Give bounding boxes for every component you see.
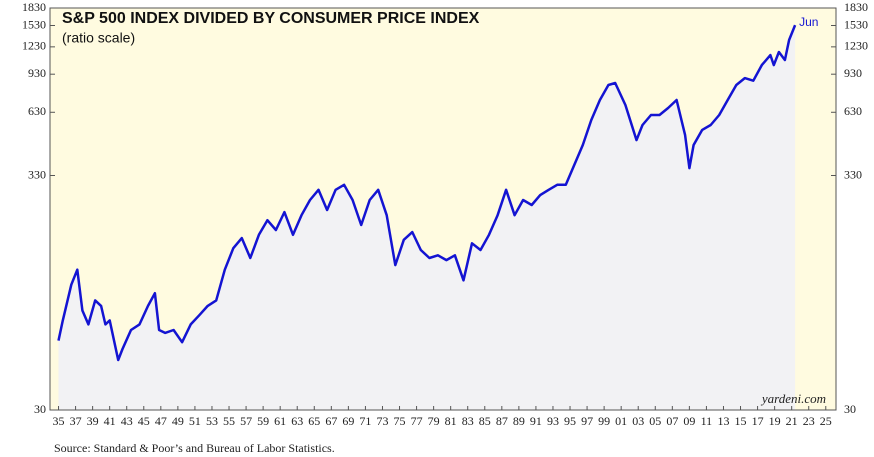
x-tick-label: 71 — [359, 414, 371, 428]
x-tick-label: 65 — [308, 414, 320, 428]
x-tick-label: 97 — [581, 414, 593, 428]
x-tick-label: 45 — [138, 414, 150, 428]
x-tick-label: 35 — [53, 414, 65, 428]
x-tick-label: 17 — [752, 414, 764, 428]
x-tick-label: 49 — [172, 414, 184, 428]
x-tick-label: 63 — [291, 414, 303, 428]
chart-subtitle: (ratio scale) — [62, 30, 135, 46]
y2-tick-label: 1230 — [844, 39, 868, 53]
x-tick-label: 55 — [223, 414, 235, 428]
watermark: yardeni.com — [760, 391, 826, 406]
x-tick-label: 23 — [803, 414, 815, 428]
x-tick-label: 83 — [462, 414, 474, 428]
y-tick-label: 1830 — [22, 0, 46, 14]
y-tick-label: 930 — [28, 66, 46, 80]
x-tick-label: 19 — [769, 414, 781, 428]
y-tick-label: 330 — [28, 167, 46, 181]
x-tick-label: 61 — [274, 414, 286, 428]
x-tick-label: 11 — [701, 414, 713, 428]
x-tick-label: 79 — [428, 414, 440, 428]
y-tick-label: 1230 — [22, 39, 46, 53]
y-tick-label: 630 — [28, 104, 46, 118]
line — [57, 24, 797, 362]
x-tick-label: 57 — [240, 414, 252, 428]
x-tick-label: 67 — [325, 414, 337, 428]
x-tick-label: 25 — [820, 414, 832, 428]
x-tick-label: 37 — [70, 414, 82, 428]
y2-tick-label: 630 — [844, 104, 862, 118]
marks — [57, 24, 797, 410]
x-tick-label: 77 — [411, 414, 423, 428]
x-tick-label: 15 — [735, 414, 747, 428]
x-tick-label: 87 — [496, 414, 508, 428]
area — [58, 25, 796, 410]
x-tick-label: 99 — [598, 414, 610, 428]
x-tick-label: 53 — [206, 414, 218, 428]
y-tick-label: 30 — [34, 402, 46, 416]
end-label: Jun — [799, 15, 818, 29]
x-tick-label: 89 — [513, 414, 525, 428]
x-tick-label: 09 — [683, 414, 695, 428]
y2-tick-label: 1530 — [844, 17, 868, 31]
x-tick-label: 13 — [717, 414, 729, 428]
x-tick-label: 39 — [87, 414, 99, 428]
x-tick-label: 95 — [564, 414, 576, 428]
x-tick-label: 81 — [445, 414, 457, 428]
x-tick-label: 51 — [189, 414, 201, 428]
x-tick-label: 93 — [547, 414, 559, 428]
x-tick-label: 69 — [342, 414, 354, 428]
x-tick-label: 41 — [104, 414, 116, 428]
x-tick-label: 01 — [615, 414, 627, 428]
y2-tick-label: 1830 — [844, 0, 868, 14]
x-tick-label: 03 — [632, 414, 644, 428]
y2-tick-label: 330 — [844, 167, 862, 181]
y2-tick-label: 30 — [844, 402, 856, 416]
chart-title: S&P 500 INDEX DIVIDED BY CONSUMER PRICE … — [62, 10, 480, 27]
x-tick-label: 59 — [257, 414, 269, 428]
x-tick-label: 85 — [479, 414, 491, 428]
y-tick-label: 1530 — [22, 17, 46, 31]
x-tick-label: 73 — [376, 414, 388, 428]
source: Source: Standard & Poor’s and Bureau of … — [54, 441, 335, 455]
x-tick-label: 07 — [666, 414, 678, 428]
x-tick-label: 47 — [155, 414, 167, 428]
x-tick-label: 21 — [786, 414, 798, 428]
x-tick-label: 75 — [394, 414, 406, 428]
x-tick-label: 91 — [530, 414, 542, 428]
x-tick-label: 05 — [649, 414, 661, 428]
x-tick-label: 43 — [121, 414, 133, 428]
y2-tick-label: 930 — [844, 66, 862, 80]
